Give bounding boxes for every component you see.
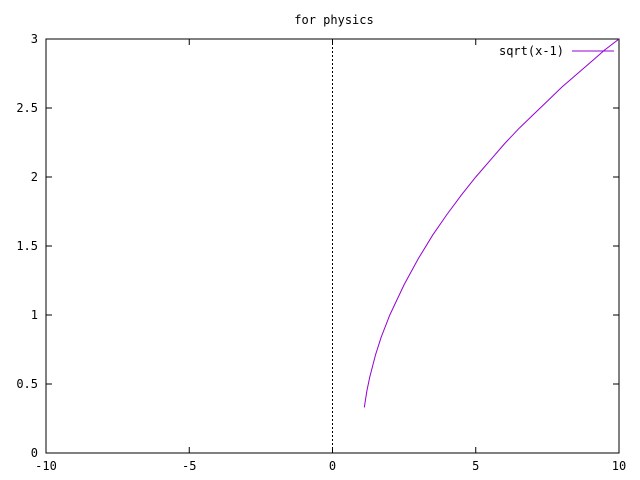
y-tick-label: 1.5 — [16, 239, 38, 253]
y-tick-label: 0 — [31, 446, 38, 460]
legend-label: sqrt(x-1) — [499, 44, 564, 58]
x-tick-label: 10 — [612, 459, 626, 473]
x-tick-label: -10 — [35, 459, 57, 473]
series-line — [363, 38, 620, 408]
chart-title: for physics — [294, 13, 373, 27]
y-tick-label: 0.5 — [16, 377, 38, 391]
x-tick-label: -5 — [182, 459, 196, 473]
x-tick-label: 0 — [329, 459, 336, 473]
y-tick-label: 2.5 — [16, 101, 38, 115]
y-tick-label: 2 — [31, 170, 38, 184]
tick-labels-layer: -10 -5 0 5 10 0 0.5 1 1.5 2 2.5 3 — [16, 32, 626, 473]
x-tick-label: 5 — [472, 459, 479, 473]
ticks-layer — [45, 38, 620, 454]
y-tick-label: 3 — [31, 32, 38, 46]
series-layer — [363, 38, 620, 408]
legend: sqrt(x-1) — [499, 44, 614, 58]
y-tick-label: 1 — [31, 308, 38, 322]
